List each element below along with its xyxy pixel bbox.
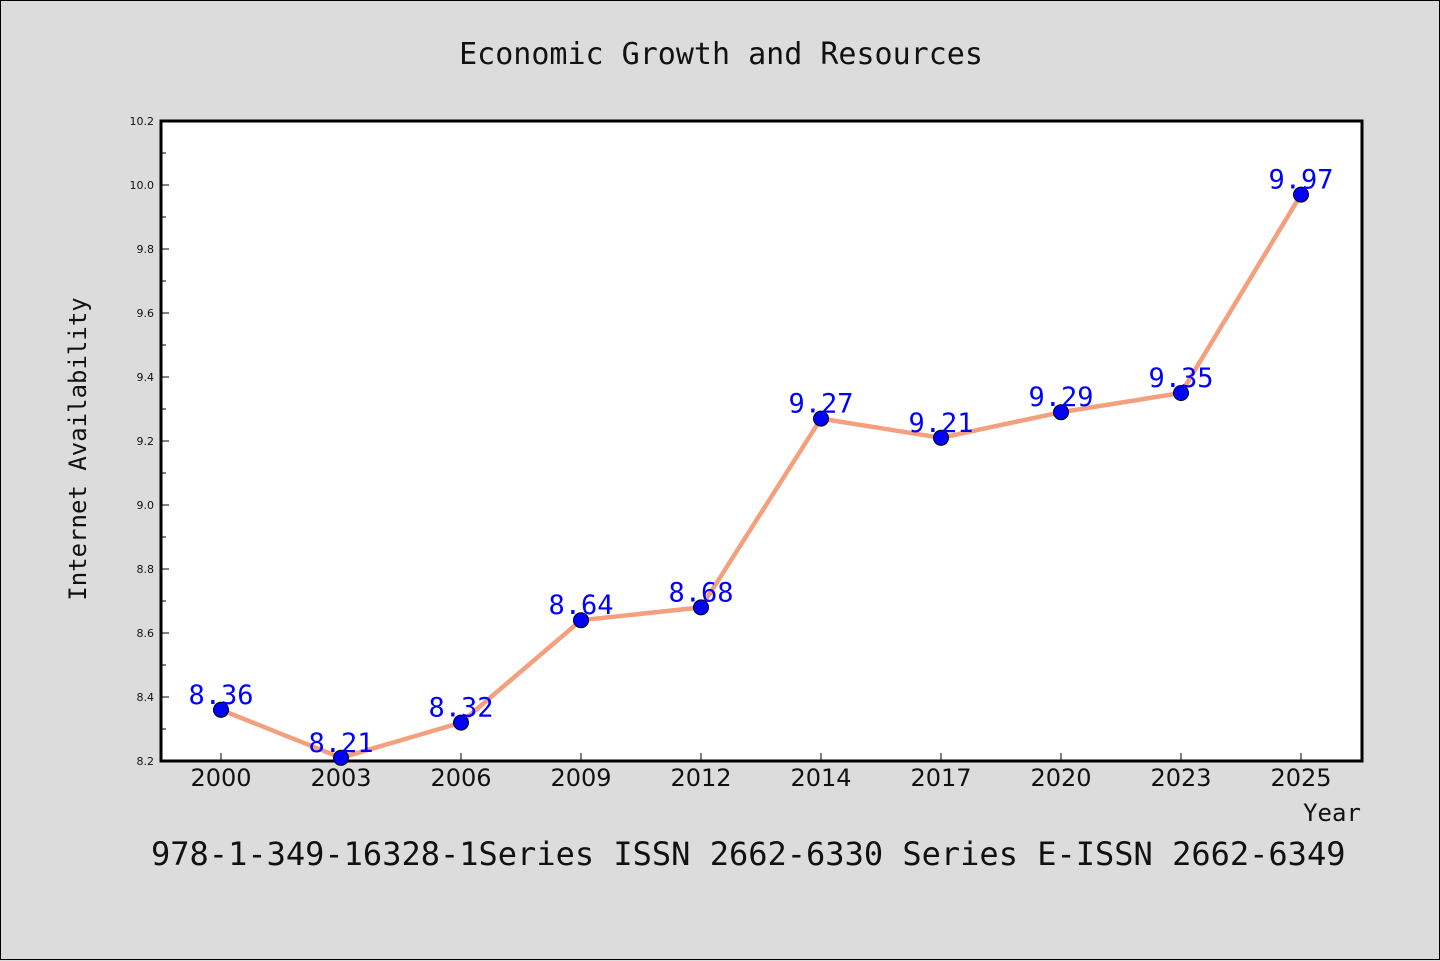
data-point [693,599,709,616]
data-point [213,701,229,718]
data-label: 8.21 [308,728,373,759]
data-label: 9.35 [1148,363,1213,394]
y-tick-label: 10.2 [130,115,155,128]
plot-area [159,119,1364,763]
data-labels: 8.36 8.21 8.32 8.64 8.68 9.27 9.21 9.29 9.35 9.97 [188,165,1333,759]
data-label: 9.27 [788,389,853,420]
y-tick-label: 8.4 [137,691,155,704]
data-label: 8.32 [428,693,493,724]
data-label: 8.36 [188,680,253,711]
y-tick-label: 9.2 [137,435,155,448]
chart-title: Economic Growth and Resources [459,37,983,72]
y-axis-label: Internet Availability [64,297,92,600]
data-point [453,714,469,731]
y-tick-label: 9.8 [137,243,155,256]
y-tick-label: 8.8 [137,563,155,576]
x-tick-label: 2014 [790,764,851,792]
data-label: 8.68 [668,577,733,608]
y-tick-label: 8.2 [137,755,155,768]
x-tick-label: 2000 [190,764,251,792]
x-tick-label: 2003 [310,764,371,792]
x-axis-ticks: 2000 2003 2006 2009 2012 2014 2017 2020 2023 2025 [190,753,1332,792]
data-point [1293,186,1309,203]
data-point [933,429,949,446]
x-tick-label: 2023 [1150,764,1211,792]
series-line [220,193,1303,761]
y-tick-label: 10.0 [130,179,155,192]
data-label: 9.29 [1028,382,1093,413]
y-tick-label: 9.6 [137,307,155,320]
x-axis-label: Year [1303,799,1361,827]
data-point [813,410,829,427]
y-tick-label: 9.0 [137,499,155,512]
x-tick-label: 2012 [670,764,731,792]
footer-isbn-text: 978-1-349-16328-1Series ISSN 2662-6330 S… [151,835,1345,873]
data-label: 8.64 [548,590,613,621]
y-axis-ticks: 8.2 8.4 8.6 8.8 9.0 9.2 9.4 9.6 9.8 10.0 10.2 [130,115,169,768]
data-point [333,749,349,766]
data-point [1173,385,1189,401]
y-tick-label: 8.6 [137,627,155,640]
x-tick-label: 2017 [910,764,971,792]
data-label: 9.21 [908,408,973,439]
x-tick-label: 2020 [1030,764,1091,792]
data-point [1053,404,1069,421]
series-group [213,186,1309,766]
data-label: 9.97 [1268,165,1333,196]
x-tick-label: 2006 [430,764,491,792]
x-tick-label: 2009 [550,764,611,792]
data-point [573,612,589,629]
x-tick-label: 2025 [1270,764,1331,792]
y-tick-label: 9.4 [137,371,155,384]
